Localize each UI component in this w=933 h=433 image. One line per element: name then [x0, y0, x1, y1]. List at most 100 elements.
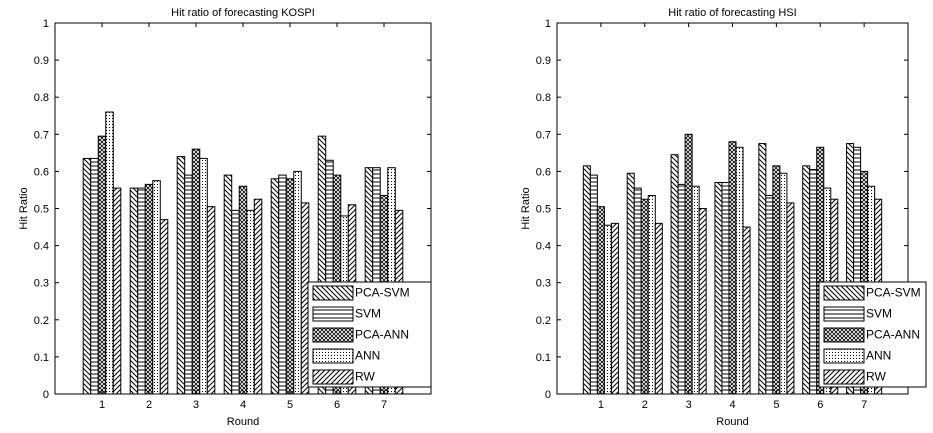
kospi-xtick-label: 5 [287, 399, 293, 411]
hsi-legend-swatch-ann [823, 348, 865, 364]
kospi-ytick-label: 0.3 [34, 278, 49, 290]
hsi-ytick-label: 0.6 [536, 166, 551, 178]
kospi-bar-pca-ann-round-4 [238, 185, 248, 395]
kospi-legend-label-ann: ANN [355, 349, 380, 363]
kospi-xtick-label: 6 [334, 399, 340, 411]
hsi-bar-pca-svm-round-3 [670, 154, 679, 395]
hsi-bar-ann-round-2 [647, 195, 656, 395]
hsi-xtick-label: 4 [729, 399, 735, 411]
hsi-xtick-label: 3 [686, 399, 692, 411]
hsi-ytick-label: 0.8 [536, 92, 551, 104]
hsi-xtick-label: 2 [642, 399, 648, 411]
hsi-chart-title: Hit ratio of forecasting HSI [668, 7, 796, 19]
hsi-bar-svm-round-2 [633, 187, 642, 395]
hsi-bar-rw-round-1 [610, 222, 619, 395]
hsi-xtick-label: 1 [598, 399, 604, 411]
kospi-chart-title: Hit ratio of forecasting KOSPI [171, 7, 315, 19]
kospi-bar-ann-round-5 [293, 170, 302, 395]
kospi-bar-pca-ann-round-5 [285, 178, 295, 395]
kospi-xtick-label: 2 [146, 399, 152, 411]
hsi-bar-rw-round-2 [654, 222, 663, 395]
kospi-bar-svm-round-1 [90, 157, 99, 395]
kospi-ytick-label: 0.1 [34, 352, 49, 364]
kospi-bar-pca-svm-round-3 [176, 156, 186, 395]
hsi-ytick-label: 0.2 [536, 315, 551, 327]
hsi-y-axis-label: Hit Ratio [520, 187, 532, 229]
kospi-legend-swatch-rw [312, 369, 354, 385]
kospi-bar-pca-svm-round-2 [129, 187, 139, 395]
kospi-xtick-label: 4 [240, 399, 246, 411]
kospi-bar-pca-ann-round-3 [191, 148, 201, 395]
hsi-x-axis-label: Round [716, 416, 748, 428]
kospi-legend-swatch-ann [312, 348, 354, 364]
kospi-bar-pca-ann-round-1 [97, 135, 107, 395]
hsi-bar-svm-round-5 [765, 195, 774, 395]
kospi-ytick-label: 0.5 [34, 204, 49, 216]
hsi-legend-swatch-rw [823, 369, 865, 385]
hsi-bar-pca-svm-round-4 [714, 182, 723, 395]
hsi-bar-rw-round-4 [742, 226, 751, 395]
hsi-bar-pca-svm-round-1 [582, 165, 591, 395]
hsi-ytick-label: 1 [545, 18, 551, 30]
hsi-ytick-label: 0.7 [536, 129, 551, 141]
hsi-ytick-label: 0.5 [536, 204, 551, 216]
hsi-bar-pca-svm-round-2 [626, 172, 635, 395]
hsi-legend-label-ann: ANN [866, 349, 891, 363]
kospi-xtick-label: 7 [381, 399, 387, 411]
kospi-xtick-label: 3 [193, 399, 199, 411]
kospi-legend-swatch-pca-svm [312, 285, 354, 301]
kospi-ytick-label: 0.6 [34, 166, 49, 178]
kospi-bar-svm-round-2 [137, 187, 146, 395]
chart-kospi: 0 0.1 0.2 0.3 0.4 0.5 0.6 0.7 0.8 0.9 1 1 2 3 4 5 6 7 Hit … [18, 7, 432, 428]
kospi-legend-label-rw: RW [355, 370, 375, 384]
kospi-bar-ann-round-2 [152, 180, 161, 395]
kospi-legend-label-svm: SVM [355, 307, 381, 321]
hsi-bar-svm-round-6 [809, 169, 818, 395]
kospi-legend-swatch-pca-ann [312, 327, 354, 343]
hsi-legend-label-pca-svm: PCA-SVM [866, 286, 921, 300]
kospi-bar-svm-round-4 [231, 209, 240, 395]
kospi-bar-pca-svm-round-4 [223, 174, 233, 395]
kospi-bar-pca-svm-round-5 [270, 178, 280, 395]
hsi-legend-swatch-pca-svm [823, 285, 865, 301]
hsi-bar-rw-round-3 [698, 208, 707, 395]
hsi-bar-pca-ann-round-3 [684, 133, 693, 395]
kospi-ytick-label: 0.8 [34, 92, 49, 104]
hsi-bar-svm-round-3 [677, 183, 686, 395]
hsi-ytick-label: 0.4 [536, 241, 551, 253]
kospi-legend-label-pca-svm: PCA-SVM [355, 286, 410, 300]
hsi-legend-label-pca-ann: PCA-ANN [866, 328, 920, 342]
kospi-legend-swatch-svm [312, 306, 354, 322]
kospi-ytick-label: 0.2 [34, 315, 49, 327]
kospi-bar-pca-svm-round-1 [82, 157, 92, 395]
hsi-bar-pca-svm-round-6 [802, 165, 811, 395]
hsi-bar-ann-round-4 [735, 146, 744, 395]
hsi-ytick-label: 0.1 [536, 352, 551, 364]
hsi-bar-rw-round-5 [786, 202, 795, 395]
kospi-bar-svm-round-3 [184, 174, 193, 395]
hsi-ytick-label: 0 [545, 389, 551, 401]
kospi-bar-rw-round-3 [206, 206, 216, 395]
kospi-ytick-label: 0 [43, 389, 49, 401]
hsi-ytick-label: 0.9 [536, 55, 551, 67]
kospi-ytick-label: 0.7 [34, 129, 49, 141]
hsi-legend-label-svm: SVM [866, 307, 892, 321]
kospi-bar-rw-round-1 [112, 187, 122, 395]
kospi-legend-label-pca-ann: PCA-ANN [355, 328, 409, 342]
hsi-bar-pca-svm-round-5 [758, 143, 767, 395]
hsi-bar-ann-round-1 [603, 224, 612, 395]
hsi-bar-svm-round-1 [589, 174, 598, 395]
kospi-y-axis-label: Hit Ratio [18, 187, 30, 229]
kospi-ytick-label: 0.9 [34, 55, 49, 67]
kospi-ytick-label: 1 [43, 18, 49, 30]
hsi-bar-ann-round-3 [691, 185, 700, 395]
hsi-bar-ann-round-5 [779, 172, 788, 395]
hsi-bar-pca-ann-round-2 [640, 198, 649, 395]
kospi-bar-pca-ann-round-2 [144, 183, 154, 395]
kospi-x-axis-label: Round [227, 416, 259, 428]
hsi-legend-label-rw: RW [866, 370, 886, 384]
kospi-xtick-label: 1 [99, 399, 105, 411]
kospi-bar-rw-round-2 [159, 219, 169, 395]
hsi-ytick-label: 0.3 [536, 278, 551, 290]
